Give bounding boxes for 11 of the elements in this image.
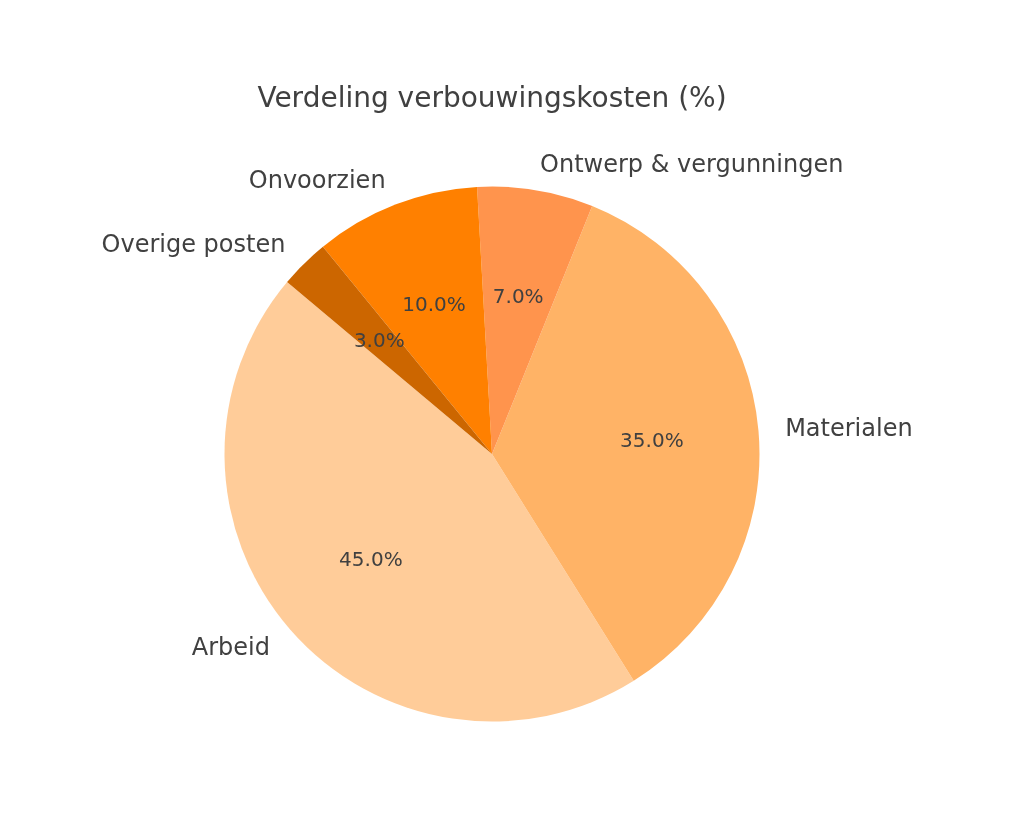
slice-label: Overige posten	[101, 230, 286, 259]
data-label: 3.0%	[353, 327, 405, 352]
slice-label: Onvoorzien	[248, 165, 386, 194]
data-label: 45.0%	[339, 547, 403, 572]
data-label: 7.0%	[492, 283, 544, 308]
data-label: 35.0%	[620, 428, 684, 453]
data-label: 10.0%	[402, 292, 466, 317]
slice-label: Arbeid	[191, 633, 270, 662]
slice-label: Materialen	[785, 414, 913, 443]
slice-label: Ontwerp & vergunningen	[540, 149, 844, 178]
chart-title: Verdeling verbouwingskosten (%)	[257, 81, 727, 114]
